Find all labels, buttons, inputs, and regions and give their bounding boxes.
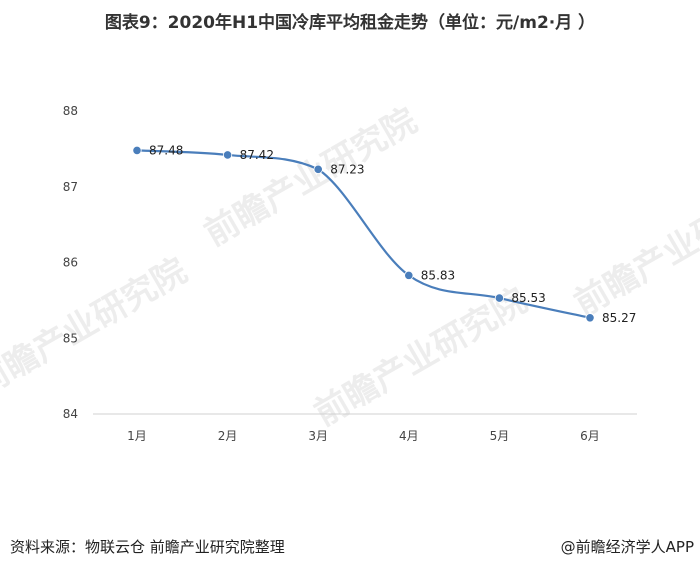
y-tick-label: 86 <box>63 256 78 270</box>
x-tick-label: 6月 <box>580 429 600 443</box>
x-tick-label: 4月 <box>399 429 419 443</box>
y-tick-label: 85 <box>63 331 78 345</box>
data-point <box>585 313 595 323</box>
data-point <box>223 150 233 160</box>
x-tick-label: 1月 <box>127 429 147 443</box>
series-line <box>135 149 592 319</box>
data-label: 85.53 <box>511 291 545 305</box>
x-tick-label: 2月 <box>218 429 238 443</box>
y-tick-label: 88 <box>63 104 78 118</box>
y-tick-label: 84 <box>63 407 78 421</box>
x-tick-label: 5月 <box>490 429 510 443</box>
data-label: 85.27 <box>602 311 636 325</box>
brand-credit: @前瞻经济学人APP <box>560 538 694 556</box>
data-point <box>404 270 414 280</box>
chart-title: 图表9：2020年H1中国冷库平均租金走势（单位：元/m2·月 ） <box>104 13 596 33</box>
data-label: 87.23 <box>330 162 364 176</box>
y-tick-label: 87 <box>63 180 78 194</box>
data-point <box>313 164 323 174</box>
data-label: 85.83 <box>421 268 455 282</box>
data-point <box>494 293 504 303</box>
data-label: 87.42 <box>240 148 274 162</box>
series-layer: 87.48 87.42 87.23 85.83 85.53 85.27 <box>132 143 636 325</box>
data-label: 87.48 <box>149 143 183 157</box>
data-point <box>132 145 142 155</box>
source-note: 资料来源：物联云仓 前瞻产业研究院整理 <box>10 538 285 556</box>
x-tick-label: 3月 <box>308 429 328 443</box>
line-chart: 84 85 86 87 88 1月 2月 3月 4月 5月 6月 87.48 87.42 87.23 85… <box>63 104 637 443</box>
axes: 84 85 86 87 88 1月 2月 3月 4月 5月 6月 <box>63 104 637 443</box>
